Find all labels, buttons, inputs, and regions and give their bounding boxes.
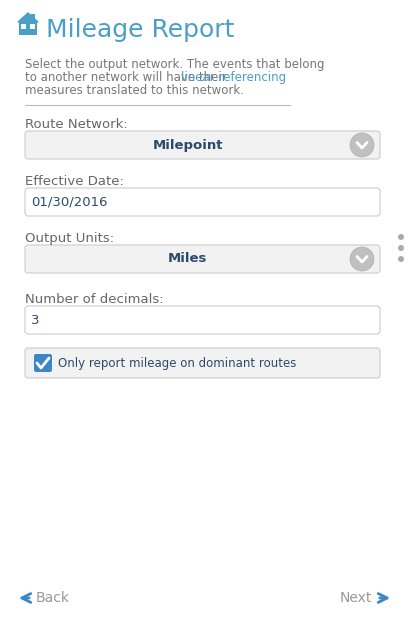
Text: Select the output network. The events that belong: Select the output network. The events th… [25, 58, 324, 71]
FancyBboxPatch shape [34, 354, 52, 372]
FancyBboxPatch shape [19, 22, 37, 35]
Text: 3: 3 [31, 314, 40, 326]
Text: Next: Next [340, 591, 372, 605]
Polygon shape [18, 13, 38, 22]
Text: to another network will have their: to another network will have their [25, 71, 231, 84]
Circle shape [350, 133, 374, 157]
FancyBboxPatch shape [25, 306, 380, 334]
Text: Mileage Report: Mileage Report [46, 18, 234, 42]
Text: measures translated to this network.: measures translated to this network. [25, 84, 244, 97]
Text: Miles: Miles [168, 253, 207, 266]
Text: Effective Date:: Effective Date: [25, 175, 124, 188]
FancyBboxPatch shape [31, 14, 35, 21]
Text: Route Network:: Route Network: [25, 118, 128, 131]
Circle shape [398, 234, 404, 240]
FancyBboxPatch shape [25, 188, 380, 216]
Text: 01/30/2016: 01/30/2016 [31, 195, 108, 209]
Circle shape [350, 247, 374, 271]
Circle shape [398, 256, 404, 262]
FancyBboxPatch shape [30, 24, 35, 29]
Text: Only report mileage on dominant routes: Only report mileage on dominant routes [58, 356, 297, 369]
Text: Output Units:: Output Units: [25, 232, 114, 245]
FancyBboxPatch shape [25, 131, 380, 159]
FancyBboxPatch shape [25, 348, 380, 378]
Text: Back: Back [36, 591, 70, 605]
Text: Milepoint: Milepoint [152, 138, 223, 152]
Text: Number of decimals:: Number of decimals: [25, 293, 164, 306]
Text: linear referencing: linear referencing [181, 71, 286, 84]
FancyBboxPatch shape [21, 24, 26, 29]
FancyBboxPatch shape [25, 245, 380, 273]
Circle shape [398, 245, 404, 251]
